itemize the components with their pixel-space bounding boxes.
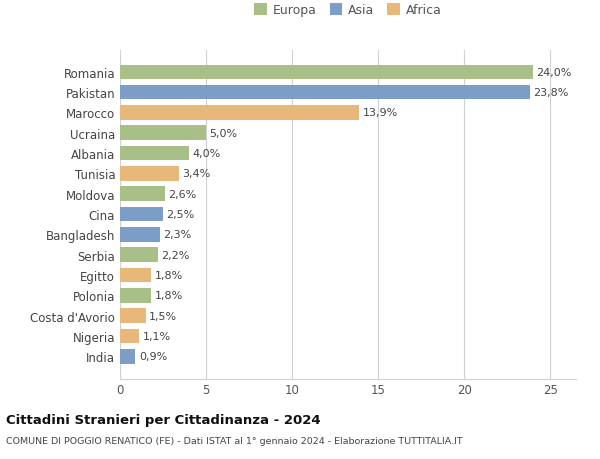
Text: 13,9%: 13,9%	[362, 108, 398, 118]
Text: COMUNE DI POGGIO RENATICO (FE) - Dati ISTAT al 1° gennaio 2024 - Elaborazione TU: COMUNE DI POGGIO RENATICO (FE) - Dati IS…	[6, 436, 463, 445]
Legend: Europa, Asia, Africa: Europa, Asia, Africa	[254, 4, 442, 17]
Text: 0,9%: 0,9%	[139, 352, 167, 361]
Bar	[120, 106, 359, 121]
Text: 2,3%: 2,3%	[163, 230, 191, 240]
Bar	[120, 228, 160, 242]
Text: 1,8%: 1,8%	[154, 291, 182, 301]
Bar	[120, 167, 179, 181]
Text: 4,0%: 4,0%	[192, 149, 221, 159]
Bar	[120, 207, 163, 222]
Text: 5,0%: 5,0%	[209, 129, 238, 139]
Text: 1,1%: 1,1%	[142, 331, 170, 341]
Text: 3,4%: 3,4%	[182, 169, 210, 179]
Text: 1,8%: 1,8%	[154, 270, 182, 280]
Text: Cittadini Stranieri per Cittadinanza - 2024: Cittadini Stranieri per Cittadinanza - 2…	[6, 413, 320, 426]
Text: 2,6%: 2,6%	[168, 189, 196, 199]
Bar	[120, 329, 139, 343]
Bar	[120, 86, 530, 100]
Bar	[120, 187, 165, 202]
Bar	[120, 126, 206, 141]
Bar	[120, 248, 158, 263]
Text: 2,2%: 2,2%	[161, 250, 190, 260]
Bar	[120, 349, 136, 364]
Bar	[120, 146, 189, 161]
Text: 2,5%: 2,5%	[166, 210, 195, 219]
Bar	[120, 65, 533, 80]
Bar	[120, 288, 151, 303]
Text: 1,5%: 1,5%	[149, 311, 178, 321]
Bar	[120, 268, 151, 283]
Bar	[120, 308, 146, 323]
Text: 23,8%: 23,8%	[533, 88, 568, 98]
Text: 24,0%: 24,0%	[536, 68, 572, 78]
